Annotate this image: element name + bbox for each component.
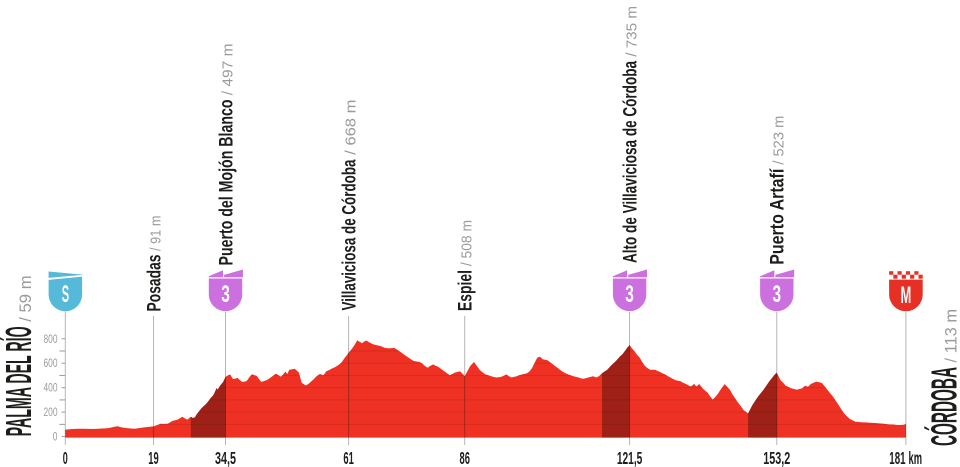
svg-text:153,2: 153,2 xyxy=(763,448,790,467)
svg-text:3: 3 xyxy=(625,281,634,308)
svg-text:Posadas / 91 m: Posadas / 91 m xyxy=(144,216,165,312)
svg-text:19: 19 xyxy=(148,448,159,467)
svg-text:0: 0 xyxy=(63,448,68,467)
svg-text:181: 181 xyxy=(889,448,905,467)
svg-text:CÓRDOBA / 113 m: CÓRDOBA / 113 m xyxy=(923,309,960,446)
svg-text:S: S xyxy=(62,281,69,308)
svg-text:PALMA DEL RÍO / 59 m: PALMA DEL RÍO / 59 m xyxy=(0,275,39,436)
svg-text:Espiel / 508 m: Espiel / 508 m xyxy=(456,220,477,311)
svg-text:Villaviciosa de Córdoba / 668: Villaviciosa de Córdoba / 668 m xyxy=(340,100,361,311)
svg-text:400: 400 xyxy=(44,383,58,395)
svg-text:200: 200 xyxy=(44,407,58,419)
svg-text:0: 0 xyxy=(53,432,58,444)
svg-text:Puerto Artafí / 523 m: Puerto Artafí / 523 m xyxy=(768,116,789,265)
svg-text:Puerto del Mojón Blanco / 497: Puerto del Mojón Blanco / 497 m xyxy=(216,44,237,266)
svg-text:3: 3 xyxy=(773,281,782,308)
svg-text:61: 61 xyxy=(343,448,354,467)
svg-text:km: km xyxy=(909,448,923,467)
svg-text:M: M xyxy=(901,282,912,309)
svg-text:86: 86 xyxy=(460,448,471,467)
svg-text:Alto de Villaviciosa de Córdob: Alto de Villaviciosa de Córdoba / 735 m xyxy=(621,6,642,263)
svg-text:800: 800 xyxy=(44,334,58,346)
svg-text:600: 600 xyxy=(44,358,58,370)
svg-text:121,5: 121,5 xyxy=(617,448,643,467)
svg-text:3: 3 xyxy=(221,281,230,308)
svg-text:34,5: 34,5 xyxy=(215,448,236,467)
